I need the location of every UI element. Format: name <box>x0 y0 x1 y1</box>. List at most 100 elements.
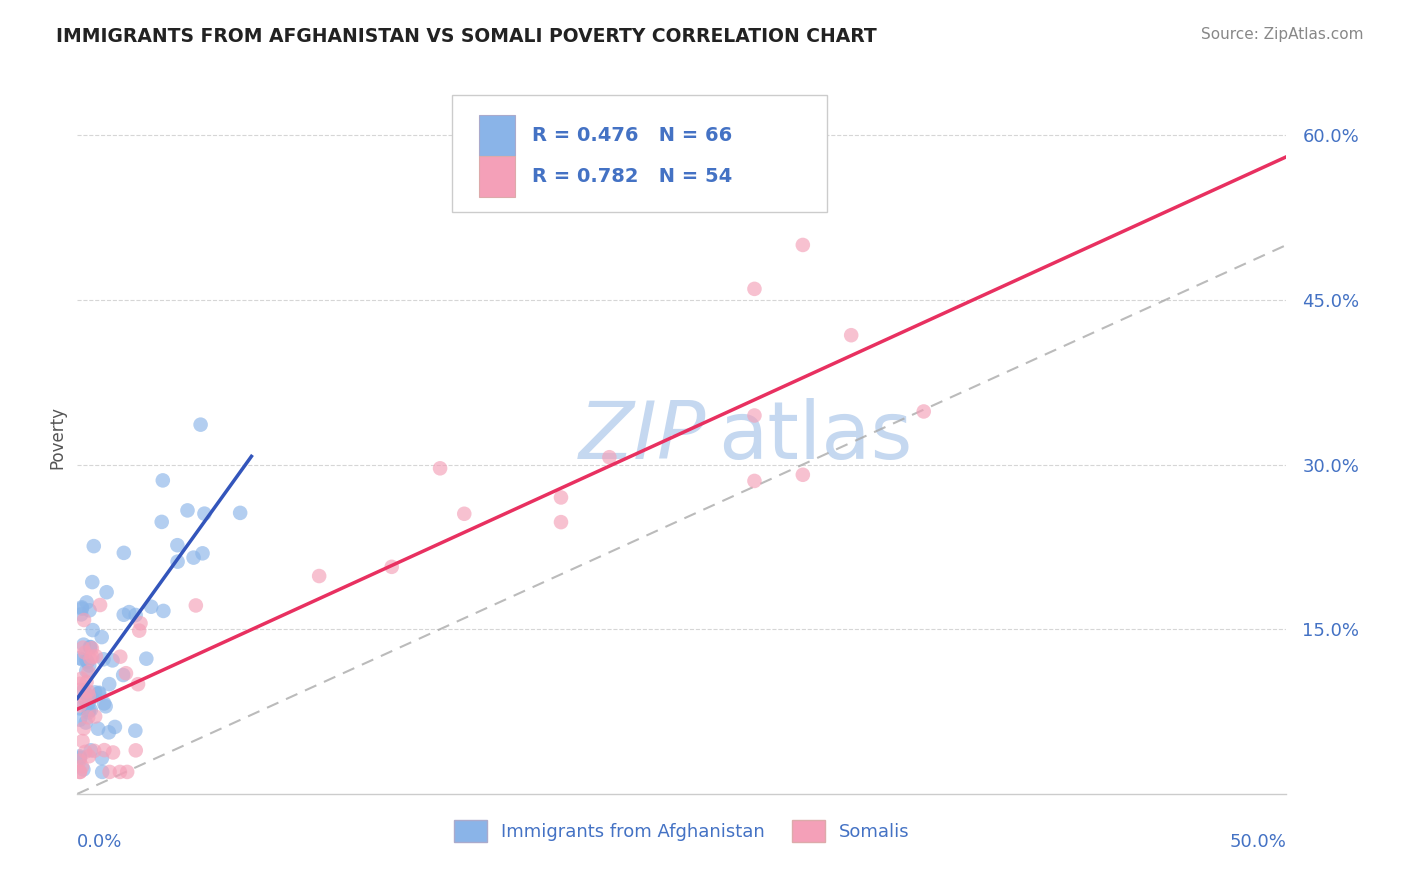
Point <box>98 677 121 691</box>
Point <box>87 722 110 736</box>
Point <box>75 715 97 730</box>
Point <box>82 649 104 664</box>
Point <box>129 616 152 631</box>
Point <box>77 665 100 679</box>
Point <box>550 491 572 505</box>
Point <box>80 641 103 656</box>
Point <box>79 603 101 617</box>
Point <box>839 328 862 343</box>
Point <box>79 652 101 666</box>
Point <box>75 691 97 706</box>
Point <box>184 599 207 613</box>
Point <box>77 658 100 673</box>
Point <box>79 640 101 654</box>
Point <box>72 640 94 655</box>
Point <box>90 751 112 765</box>
Point <box>79 640 101 655</box>
Text: R = 0.476   N = 66: R = 0.476 N = 66 <box>531 126 733 145</box>
Point <box>152 474 174 488</box>
Point <box>70 672 93 686</box>
Point <box>80 703 103 717</box>
Point <box>744 409 766 423</box>
Point <box>115 764 138 779</box>
Point <box>112 607 135 622</box>
Point <box>80 690 103 705</box>
Point <box>193 507 215 521</box>
Point <box>77 684 100 698</box>
Point <box>127 677 149 691</box>
Point <box>73 646 96 660</box>
Point <box>112 546 135 560</box>
Point <box>118 605 141 619</box>
FancyBboxPatch shape <box>479 115 515 156</box>
Point <box>190 417 212 432</box>
Point <box>69 682 91 697</box>
Point <box>550 515 572 529</box>
Point <box>69 701 91 715</box>
Point <box>75 745 97 759</box>
Point <box>76 655 98 669</box>
Point <box>77 689 100 703</box>
Point <box>191 546 214 560</box>
Point <box>75 653 97 667</box>
Point <box>83 539 105 553</box>
Point <box>308 569 330 583</box>
Point <box>69 713 91 727</box>
Point <box>73 722 96 736</box>
Point <box>77 749 100 764</box>
Point <box>73 683 96 698</box>
Point <box>115 666 138 681</box>
Text: 0.0%: 0.0% <box>77 833 122 851</box>
Point <box>84 649 107 664</box>
Point <box>69 751 91 765</box>
Point <box>91 764 114 779</box>
Point <box>77 695 100 709</box>
Point <box>69 676 91 690</box>
Point <box>75 687 97 701</box>
Point <box>135 651 157 665</box>
Point <box>77 710 100 724</box>
FancyBboxPatch shape <box>453 95 827 212</box>
Point <box>93 697 115 711</box>
Point <box>84 709 107 723</box>
Point <box>70 600 93 615</box>
Point <box>69 764 91 779</box>
Point <box>83 744 105 758</box>
Point <box>77 706 100 720</box>
Point <box>87 687 110 701</box>
Point <box>152 604 174 618</box>
Point <box>125 743 148 757</box>
Point <box>77 703 100 717</box>
Point <box>80 743 103 757</box>
Point <box>69 698 91 713</box>
Point <box>166 555 188 569</box>
Point <box>72 652 94 666</box>
Text: Source: ZipAtlas.com: Source: ZipAtlas.com <box>1201 27 1364 42</box>
FancyBboxPatch shape <box>479 156 515 196</box>
Point <box>96 585 118 599</box>
Point <box>89 686 111 700</box>
Point <box>112 668 135 682</box>
Point <box>84 685 107 699</box>
Point <box>150 515 173 529</box>
Point <box>70 607 93 622</box>
Point <box>101 746 124 760</box>
Point <box>128 624 150 638</box>
Text: IMMIGRANTS FROM AFGHANISTAN VS SOMALI POVERTY CORRELATION CHART: IMMIGRANTS FROM AFGHANISTAN VS SOMALI PO… <box>56 27 877 45</box>
Point <box>70 759 93 773</box>
Y-axis label: Poverty: Poverty <box>48 406 66 468</box>
Legend: Immigrants from Afghanistan, Somalis: Immigrants from Afghanistan, Somalis <box>447 813 917 849</box>
Point <box>76 675 98 690</box>
Point <box>453 507 475 521</box>
Text: R = 0.782   N = 54: R = 0.782 N = 54 <box>531 167 733 186</box>
Point <box>89 598 111 612</box>
Point <box>76 595 98 609</box>
Point <box>69 651 91 665</box>
Point <box>97 725 120 739</box>
Point <box>90 630 112 644</box>
Point <box>429 461 451 475</box>
Point <box>72 763 94 777</box>
Text: atlas: atlas <box>718 398 912 476</box>
Point <box>912 404 935 418</box>
Point <box>744 474 766 488</box>
